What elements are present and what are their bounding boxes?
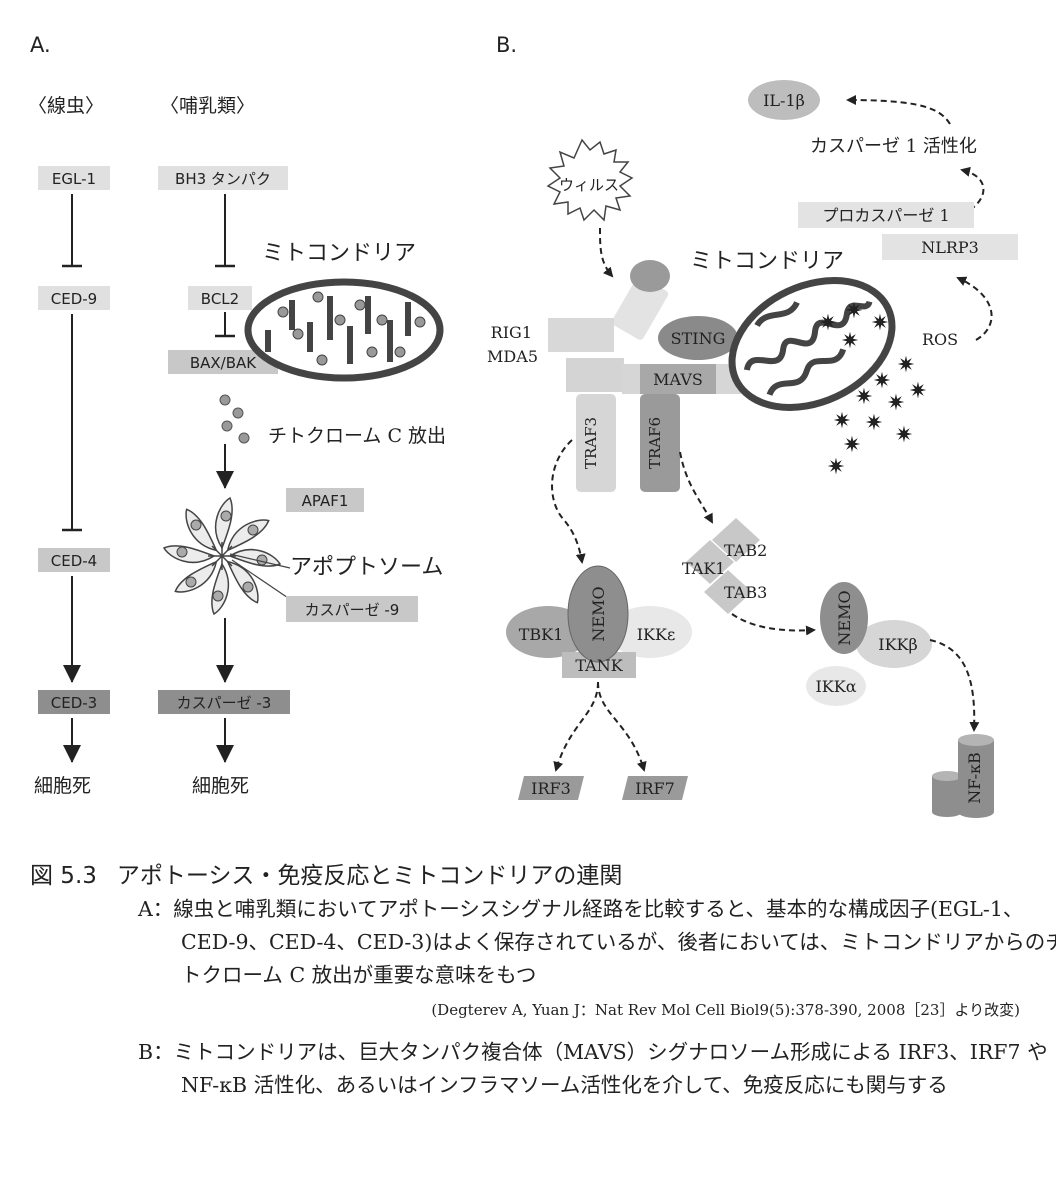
nemo-label-2: NEMO <box>835 590 854 645</box>
mito-label-b: ミトコンドリア <box>690 249 844 274</box>
nlrp3-label: NLRP3 <box>921 238 979 257</box>
apoptosome-label: アポプトソーム <box>290 555 443 580</box>
ced4-label: CED-4 <box>51 552 97 570</box>
nemo-label-1: NEMO <box>589 586 608 641</box>
svg-text:✷: ✷ <box>871 311 889 336</box>
mammal-header: 〈哺乳類〉 <box>160 95 255 117</box>
figure-title: アポトーシス・免疫反応とミトコンドリアの連関 <box>117 863 623 889</box>
virus-icon: ウィルス <box>548 140 632 220</box>
nfkb-cylinders <box>932 734 994 818</box>
egl1-label: EGL-1 <box>52 170 96 188</box>
svg-text:✷: ✷ <box>833 409 851 434</box>
caption-b-text: B：ミトコンドリアは、巨大タンパク複合体（MAVS）シグナロソーム形成による I… <box>138 1036 1056 1102</box>
nematode-header: 〈線虫〉 <box>28 95 104 117</box>
traf6-label: TRAF6 <box>646 417 664 469</box>
svg-text:✷: ✷ <box>909 379 927 404</box>
svg-text:✷: ✷ <box>827 455 845 480</box>
apoptosome-icon <box>164 498 280 614</box>
caption-a-citation: (Degterev A, Yuan J：Nat Rev Mol Cell Bio… <box>431 999 1020 1020</box>
tab3-label: TAB3 <box>724 583 767 602</box>
ced3-label: CED-3 <box>51 694 97 712</box>
irf3-label: IRF3 <box>531 779 571 798</box>
svg-text:✷: ✷ <box>841 329 859 354</box>
ikke-label: IKKε <box>637 625 676 644</box>
mammal-pathway: BH3 タンパク BCL2 BAX/BAK ミトコンドリア <box>158 166 446 797</box>
svg-text:✷: ✷ <box>897 353 915 378</box>
rig1-label: RIG1 <box>491 323 532 342</box>
cytochrome-c-dots <box>220 395 249 443</box>
ros-label: ROS <box>922 330 958 349</box>
nematode-death-label: 細胞死 <box>34 775 91 797</box>
traf3-label: TRAF3 <box>582 417 600 469</box>
svg-text:✷: ✷ <box>843 433 861 458</box>
cytc-label: チトクローム C 放出 <box>268 425 446 447</box>
mda5-label: MDA5 <box>487 347 538 366</box>
caption-a-text: A：線虫と哺乳類においてアポトーシスシグナル経路を比較すると、基本的な構成因子(… <box>138 893 1056 992</box>
tank-label: TANK <box>575 656 623 675</box>
ced9-label: CED-9 <box>51 290 97 308</box>
tak1-label: TAK1 <box>682 559 725 578</box>
figure-number: 図 5.3 <box>30 863 97 889</box>
casp3-label: カスパーゼ -3 <box>177 694 272 712</box>
mitochondrion-a <box>248 282 440 378</box>
bh3-label: BH3 タンパク <box>175 170 271 188</box>
ikka-label: IKKα <box>815 677 856 696</box>
tab2-label: TAB2 <box>724 541 767 560</box>
svg-text:✷: ✷ <box>887 391 905 416</box>
casp1-activation-label: カスパーゼ 1 活性化 <box>810 136 977 157</box>
svg-text:✷: ✷ <box>855 385 873 410</box>
procasp1-label: プロカスパーゼ 1 <box>822 206 949 225</box>
sting-label: STING <box>671 329 726 348</box>
ikkb-label: IKKβ <box>878 635 917 654</box>
svg-text:✷: ✷ <box>845 299 863 324</box>
panel-a-label: A. <box>30 33 51 57</box>
irf7-label: IRF7 <box>635 779 675 798</box>
bcl2-label: BCL2 <box>201 290 239 308</box>
mavs-label: MAVS <box>653 370 703 389</box>
nfkb-label: NF-κB <box>965 752 984 804</box>
apaf1-label: APAF1 <box>302 492 349 510</box>
il1b-label: IL-1β <box>763 91 805 110</box>
casp9-label: カスパーゼ -9 <box>305 601 400 619</box>
tbk1-label: TBK1 <box>519 625 564 644</box>
baxbak-label: BAX/BAK <box>190 354 257 372</box>
virus-label: ウィルス <box>559 176 619 194</box>
mito-label-a: ミトコンドリア <box>262 241 416 266</box>
panel-b-label: B. <box>496 33 517 57</box>
mitochondrion-b <box>711 256 912 432</box>
svg-text:✷: ✷ <box>819 311 837 336</box>
svg-text:✷: ✷ <box>895 423 913 448</box>
figure-diagram: A. 〈線虫〉 〈哺乳類〉 EGL-1 CED-9 CED-4 CED-3 細胞… <box>0 0 1056 850</box>
caption-title: 図 5.3 アポトーシス・免疫反応とミトコンドリアの連関 <box>30 856 622 890</box>
svg-text:✷: ✷ <box>865 411 883 436</box>
mammal-death-label: 細胞死 <box>192 775 249 797</box>
nematode-pathway: EGL-1 CED-9 CED-4 CED-3 細胞死 <box>34 166 110 797</box>
